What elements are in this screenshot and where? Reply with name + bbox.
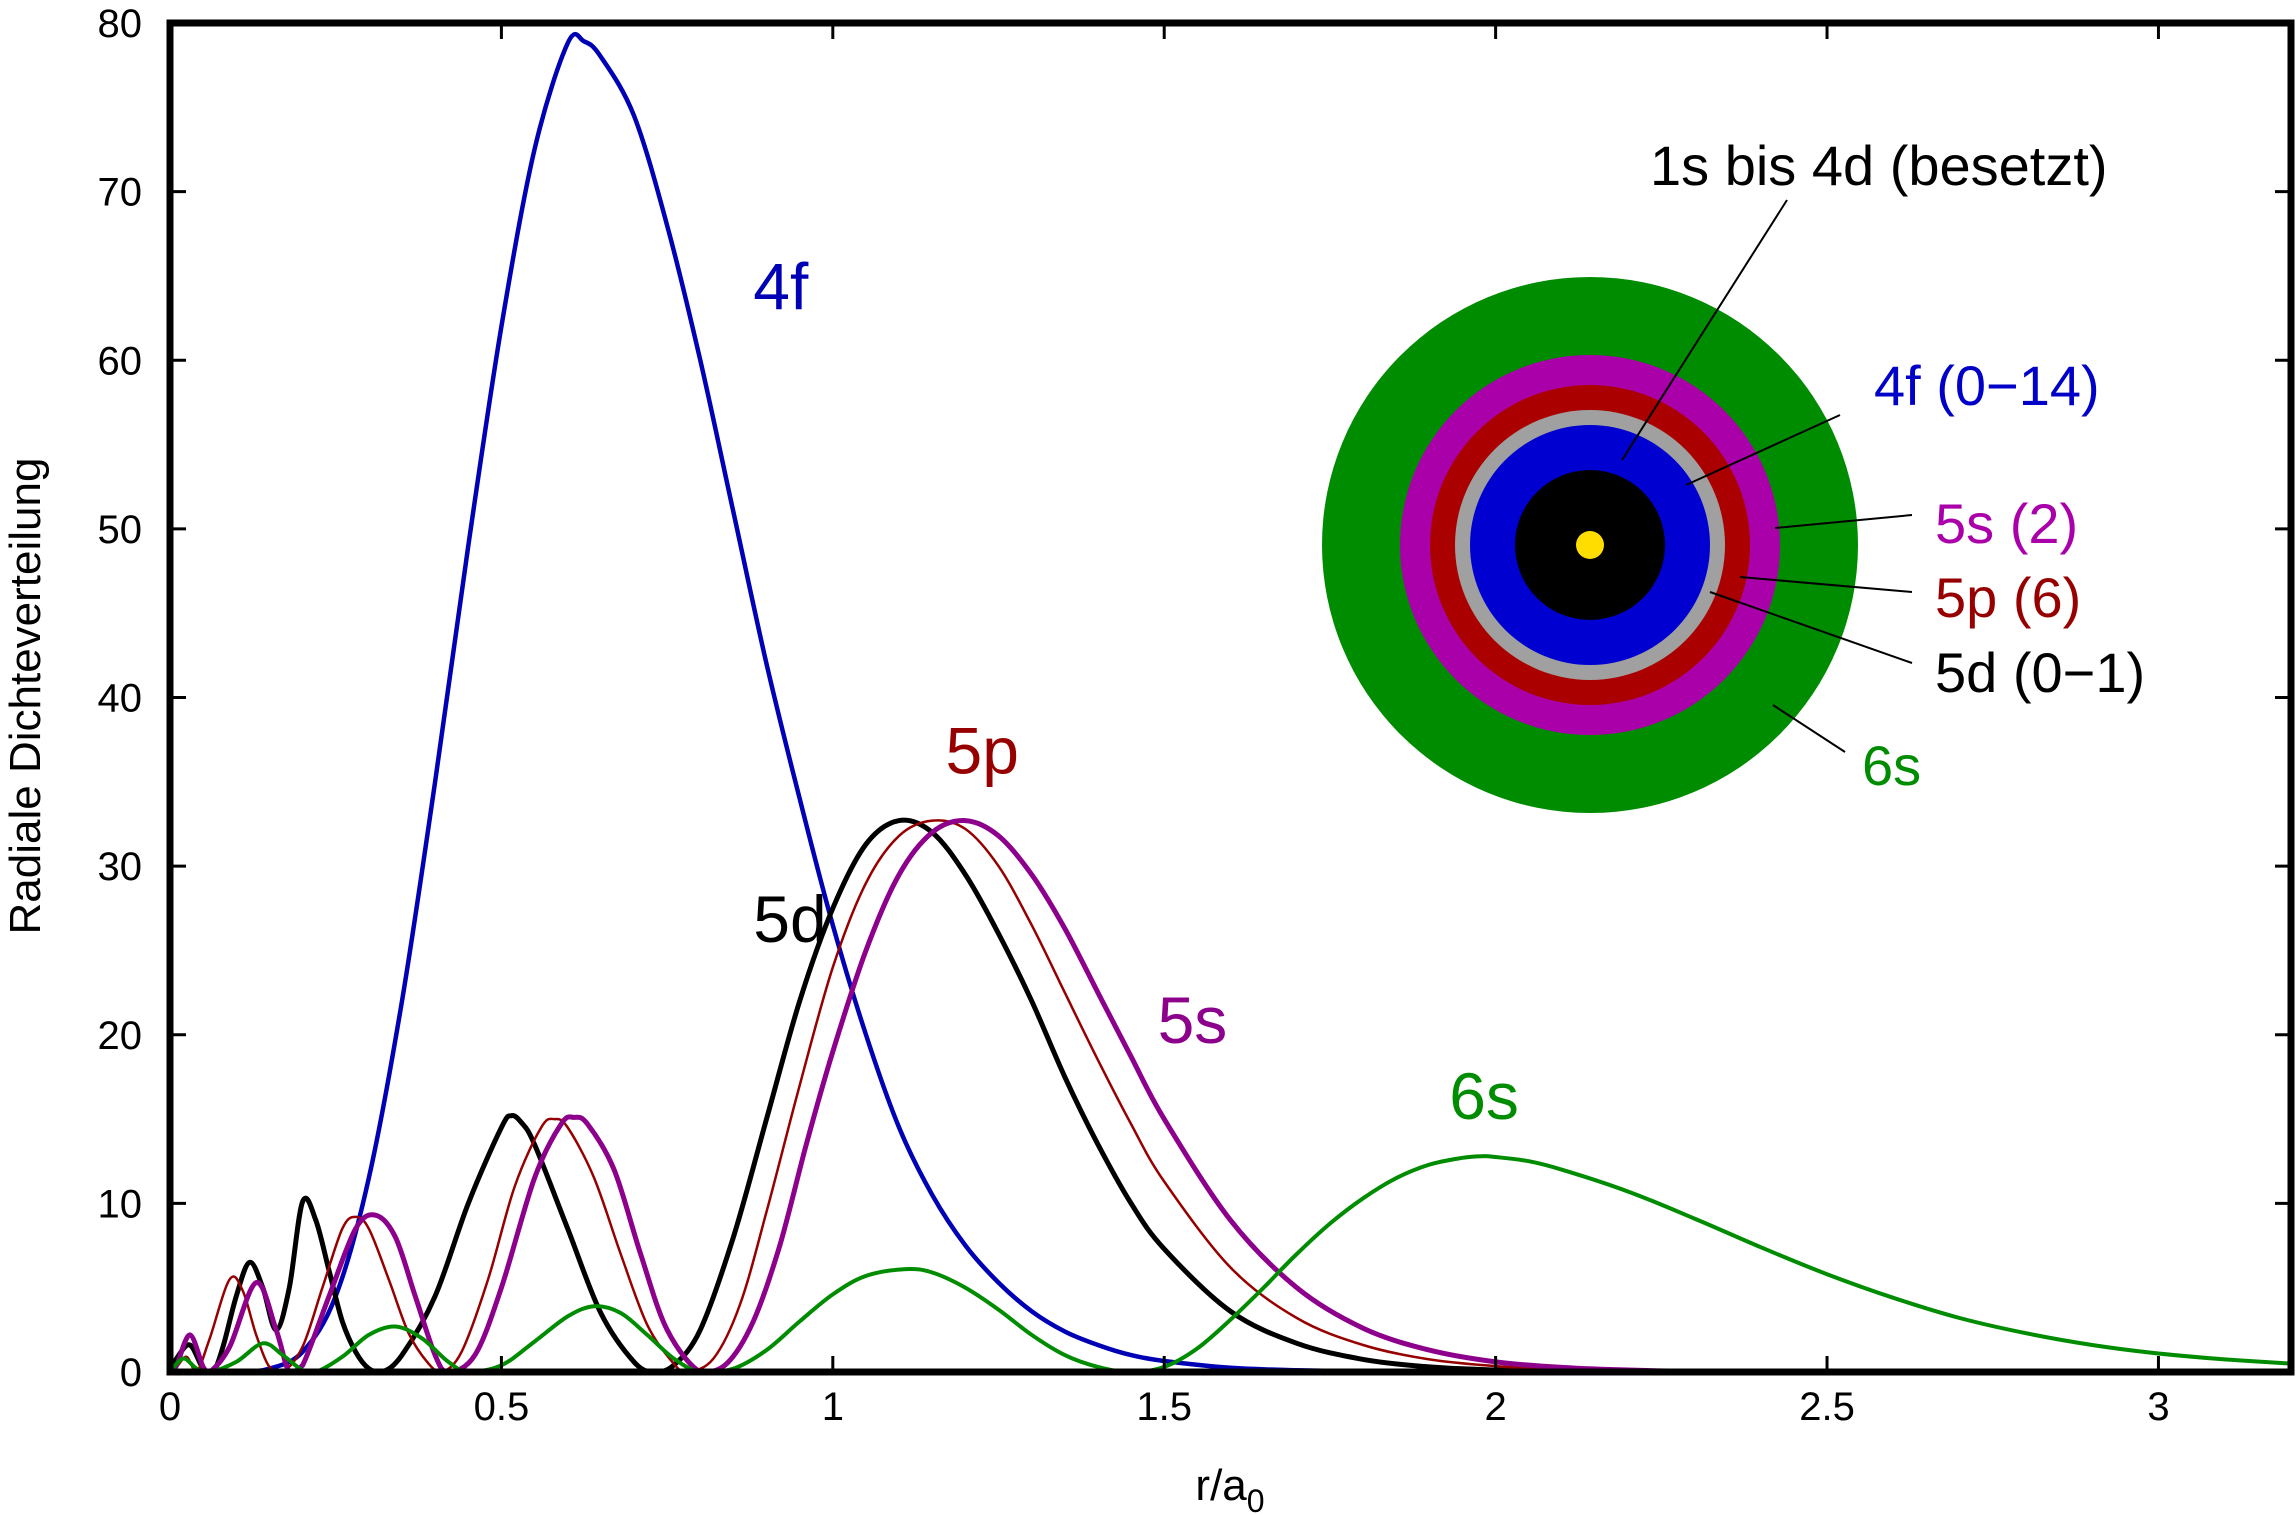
leader-line-5s — [1774, 514, 1913, 529]
x-tick-label: 1 — [822, 1385, 844, 1429]
series-label-5p: 5p — [945, 713, 1018, 787]
series-line-5s — [168, 818, 2292, 1375]
x-axis-title-subscript: 0 — [1247, 1483, 1265, 1515]
curve-label-layer: 4f 5d 5p 5s 6s — [753, 250, 1519, 1133]
shell-label-6s: 6s — [1862, 734, 1921, 797]
leader-line-6s — [1772, 704, 1846, 753]
series-line-6s — [168, 1154, 2292, 1374]
y-tick-label: 40 — [98, 677, 143, 721]
y-tick-label: 10 — [98, 1182, 143, 1226]
y-tick-label: 20 — [98, 1014, 143, 1058]
shell-ring-nucleus — [1576, 531, 1604, 559]
series-label-5d: 5d — [753, 882, 826, 956]
y-tick-label: 0 — [120, 1351, 142, 1395]
x-axis-title: r/a0 — [1195, 1461, 1264, 1515]
shell-diagram: 1s bis 4d (besetzt) 4f (0−14) 5s (2) 5p (6)… — [1322, 134, 2145, 813]
shell-label-5s: 5s (2) — [1935, 492, 2078, 555]
x-axis-title-main: r/a — [1195, 1461, 1247, 1510]
series-label-4f: 4f — [753, 250, 809, 324]
x-tick-label: 3 — [2147, 1385, 2169, 1429]
x-tick-label: 1.5 — [1136, 1385, 1192, 1429]
y-axis-title: Radiale Dichteverteilung — [1, 458, 50, 935]
series-label-6s: 6s — [1449, 1059, 1519, 1133]
leader-line-4f — [1685, 414, 1841, 486]
y-tick-label: 50 — [98, 508, 143, 552]
y-tick-label: 30 — [98, 845, 143, 889]
leader-line-core — [1621, 199, 1788, 461]
leader-line-5p — [1739, 576, 1913, 593]
x-tick-label: 2 — [1485, 1385, 1507, 1429]
y-tick-label: 70 — [98, 171, 143, 215]
x-tick-label: 0.5 — [474, 1385, 530, 1429]
shell-label-5p: 5p (6) — [1935, 566, 2081, 629]
shell-label-core: 1s bis 4d (besetzt) — [1650, 134, 2108, 197]
y-tick-label: 80 — [98, 2, 143, 46]
leader-line-5d — [1709, 591, 1913, 664]
shell-label-4f: 4f (0−14) — [1874, 354, 2100, 417]
x-tick-label: 2.5 — [1799, 1385, 1855, 1429]
shell-label-5d: 5d (0−1) — [1935, 641, 2145, 704]
x-tick-label: 0 — [159, 1385, 181, 1429]
series-label-5s: 5s — [1158, 983, 1228, 1057]
y-tick-label: 60 — [98, 339, 143, 383]
